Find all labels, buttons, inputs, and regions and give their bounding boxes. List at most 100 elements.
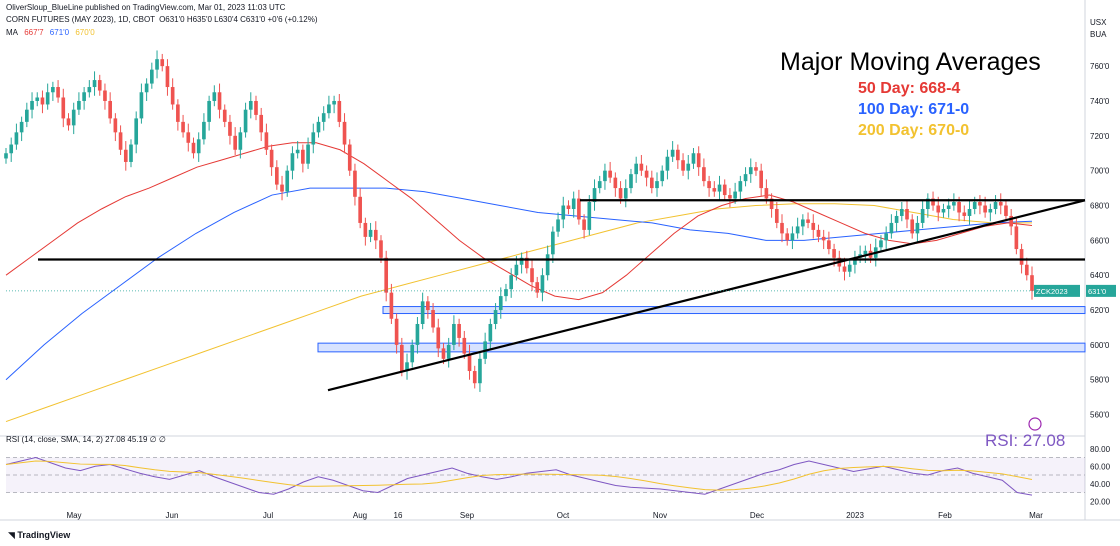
candle-body [879,240,883,248]
candle-body [311,132,316,145]
annotation-ma-1: 100 Day: 671-0 [858,101,969,118]
candle-body [832,249,836,258]
candle-body [389,292,394,319]
candle-body [327,104,331,114]
candle-body [816,229,821,237]
candle-body [681,160,685,171]
candle-body [853,257,857,265]
candle-body [1014,226,1019,250]
candle-body [894,215,899,223]
candle-body [373,229,378,241]
candle-body [264,132,269,150]
candle-body [899,208,904,216]
candle-body [587,202,592,230]
time-tick-label: May [66,511,81,520]
time-tick-label: Nov [653,511,667,520]
candle-body [217,92,222,110]
candle-body [488,323,493,342]
symbol-line: CORN FUTURES (MAY 2023), 1D, CBOT O631'0 … [6,15,318,24]
candle-body [446,344,451,359]
candle-body [972,202,977,209]
axis-unit: BUA [1090,30,1107,39]
candle-body [40,97,45,105]
candle-body [478,358,482,384]
candle-body [774,208,779,223]
candle-body [597,181,602,189]
candle-body [728,195,732,199]
price-tick-label: 640'0 [1090,271,1110,280]
axis-currency: USX [1090,18,1107,27]
candle-body [967,208,972,216]
candle-body [707,181,711,189]
candle-body [363,222,368,237]
annotation-title: Major Moving Averages [780,48,1041,76]
price-tag-symbol-bg [1034,284,1080,297]
candle-body [35,97,40,101]
candle-body [87,87,92,93]
candle-body [577,198,581,220]
candle-body [207,100,211,122]
candle-body [613,177,618,189]
rsi-tick-label: 80.00 [1090,445,1111,454]
candle-body [983,205,987,213]
candle-body [717,184,722,192]
time-tick-label: Oct [557,511,570,520]
candle-body [946,205,951,209]
trendline [327,199,1086,392]
candle-body [702,167,706,182]
candle-body [582,219,586,230]
candle-body [77,100,81,110]
candle-body [665,156,670,171]
candle-body [452,323,456,345]
time-tick-label: Aug [353,511,367,520]
candle-body [811,222,816,230]
candle-body [61,97,66,119]
candle-body [696,153,701,168]
candle-body [108,100,112,119]
candle-body [629,174,633,189]
candle-body [150,69,154,84]
price-tick-label: 580'0 [1090,376,1110,385]
candle-body [103,90,107,101]
candle-body [228,121,232,136]
candle-body [847,264,852,272]
candle-body [295,149,300,154]
candle-body [415,323,420,345]
candle-body [410,344,415,363]
candle-body [649,177,654,189]
candle-body [269,149,274,168]
candle-body [238,132,243,150]
candle-body [155,59,159,70]
candle-body [342,121,347,145]
candle-body [394,318,399,345]
candle-body [56,87,60,98]
candle-body [233,135,237,150]
price-tick-label: 680'0 [1090,202,1110,211]
candle-body [353,170,357,197]
candle-body [561,205,566,220]
price-tick-label: 600'0 [1090,341,1110,350]
candle-body [384,257,389,293]
candle-body [30,100,34,110]
time-tick-label: Jul [263,511,273,520]
ma50-line [5,142,1033,301]
rsi-tick-label: 60.00 [1090,462,1111,471]
tradingview-logo[interactable]: ◥ TradingView [8,530,71,540]
candle-body [514,264,519,276]
candle-body [608,170,612,178]
candle-body [358,196,362,223]
candle-body [134,118,139,145]
candle-body [884,233,888,241]
candle-body [113,118,118,133]
candle-body [551,231,555,255]
candle-body [603,170,607,182]
candle-body [280,184,284,192]
candle-body [592,188,597,203]
candle-body [519,257,524,265]
price-tick-label: 720'0 [1090,132,1110,141]
time-tick-label: 2023 [846,511,864,520]
annotation-ma-2: 200 Day: 670-0 [858,122,969,139]
candle-body [618,188,623,199]
candle-body [467,353,472,372]
